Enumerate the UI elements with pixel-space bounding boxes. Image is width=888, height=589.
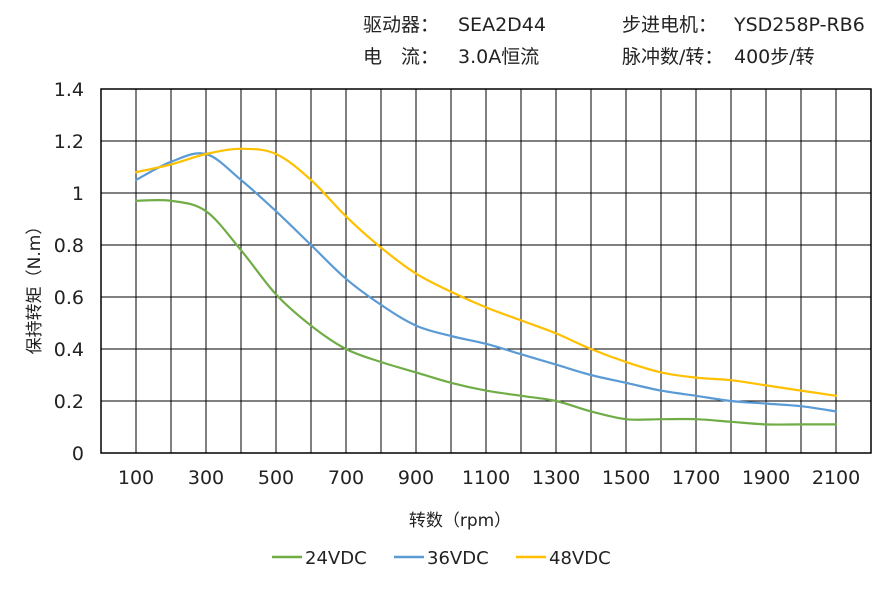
legend-label: 24VDC (305, 548, 367, 569)
y-tick-label: 1.2 (54, 131, 84, 153)
y-tick-label: 0 (72, 443, 84, 465)
x-tick-labels: 100 300 500 700 900 1100 1300 1500 1700 1900 2100 (118, 467, 860, 489)
x-tick-label: 1300 (532, 467, 580, 489)
x-tick-label: 1500 (602, 467, 650, 489)
x-tick-label: 1100 (462, 467, 510, 489)
motor-label: 步进电机： (622, 14, 717, 36)
driver-label: 驱动器： (363, 14, 439, 36)
legend-label: 48VDC (549, 548, 611, 569)
vertical-gridlines (135, 89, 837, 453)
x-tick-label: 2100 (812, 467, 860, 489)
y-tick-label: 0.6 (54, 287, 84, 309)
legend: 24VDC 36VDC 48VDC (272, 548, 611, 569)
motor-value: YSD258P-RB6 (733, 14, 865, 36)
series-lines (134, 147, 838, 426)
series-line-48vdc (134, 147, 838, 397)
y-tick-labels: 0 0.2 0.4 0.6 0.8 1 1.2 1.4 (54, 79, 84, 465)
y-tick-label: 1 (72, 183, 84, 205)
driver-value: SEA2D44 (458, 14, 546, 36)
y-tick-label: 0.8 (54, 235, 84, 257)
x-tick-label: 100 (118, 467, 154, 489)
y-tick-label: 1.4 (54, 79, 84, 101)
x-tick-label: 300 (188, 467, 224, 489)
x-tick-label: 500 (258, 467, 294, 489)
x-tick-label: 900 (398, 467, 434, 489)
current-label: 电 流： (363, 46, 439, 68)
x-tick-label: 1700 (672, 467, 720, 489)
current-value: 3.0A恒流 (458, 46, 539, 68)
y-tick-label: 0.4 (54, 339, 84, 361)
y-axis-label: 保持转矩（N.m） (25, 218, 45, 355)
x-axis-label: 转数（rpm） (409, 511, 511, 531)
legend-label: 36VDC (427, 548, 489, 569)
pulse-value: 400步/转 (734, 46, 815, 68)
x-tick-label: 700 (328, 467, 364, 489)
y-tick-label: 0.2 (54, 391, 84, 413)
series-line-24vdc (134, 198, 838, 426)
series-line-36vdc (134, 152, 838, 413)
pulse-label: 脉冲数/转： (622, 46, 723, 68)
x-tick-label: 1900 (742, 467, 790, 489)
